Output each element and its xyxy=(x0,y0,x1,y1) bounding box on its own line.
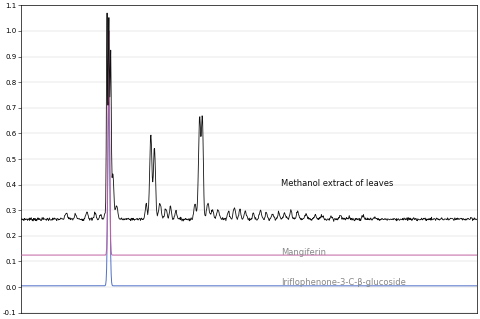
Text: Iriflophenone-3-C-β-glucoside: Iriflophenone-3-C-β-glucoside xyxy=(281,278,406,287)
Text: Mangiferin: Mangiferin xyxy=(281,248,326,257)
Text: Methanol extract of leaves: Methanol extract of leaves xyxy=(281,179,393,188)
